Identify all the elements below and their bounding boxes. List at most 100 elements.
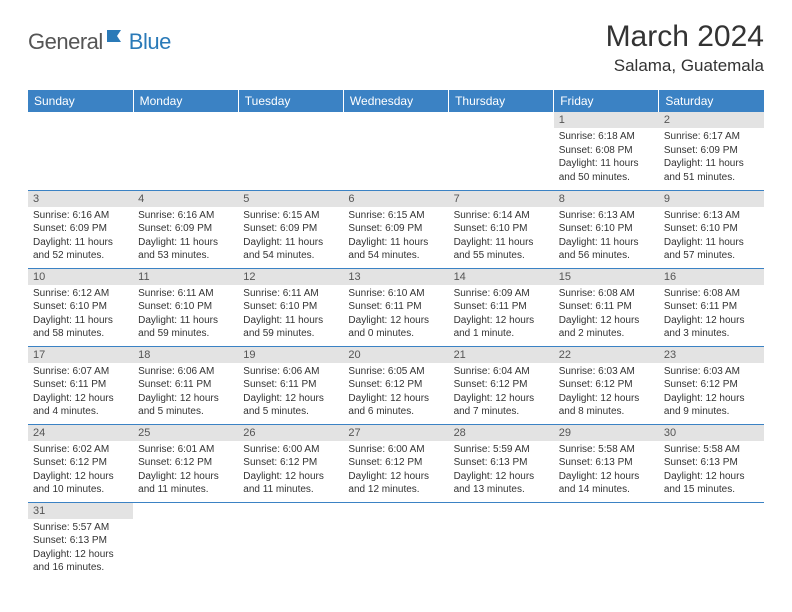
- calendar-cell: 22Sunrise: 6:03 AMSunset: 6:12 PMDayligh…: [554, 346, 659, 424]
- location: Salama, Guatemala: [606, 56, 764, 76]
- calendar-cell: 11Sunrise: 6:11 AMSunset: 6:10 PMDayligh…: [133, 268, 238, 346]
- day-number: 20: [343, 347, 448, 363]
- day-number: 31: [28, 503, 133, 519]
- calendar-cell: 10Sunrise: 6:12 AMSunset: 6:10 PMDayligh…: [28, 268, 133, 346]
- day-number: 24: [28, 425, 133, 441]
- day-details: Sunrise: 6:03 AMSunset: 6:12 PMDaylight:…: [659, 363, 764, 423]
- day-number: 11: [133, 269, 238, 285]
- calendar-cell: [133, 502, 238, 580]
- day-details: Sunrise: 5:58 AMSunset: 6:13 PMDaylight:…: [659, 441, 764, 501]
- day-details: Sunrise: 6:06 AMSunset: 6:11 PMDaylight:…: [133, 363, 238, 423]
- day-number: 18: [133, 347, 238, 363]
- calendar-cell: 7Sunrise: 6:14 AMSunset: 6:10 PMDaylight…: [449, 190, 554, 268]
- day-number: 19: [238, 347, 343, 363]
- day-details: Sunrise: 5:57 AMSunset: 6:13 PMDaylight:…: [28, 519, 133, 579]
- day-details: Sunrise: 6:04 AMSunset: 6:12 PMDaylight:…: [449, 363, 554, 423]
- day-number: 9: [659, 191, 764, 207]
- day-details: Sunrise: 6:05 AMSunset: 6:12 PMDaylight:…: [343, 363, 448, 423]
- day-header: Sunday: [28, 90, 133, 112]
- day-number: 5: [238, 191, 343, 207]
- calendar-cell: 17Sunrise: 6:07 AMSunset: 6:11 PMDayligh…: [28, 346, 133, 424]
- calendar-cell: 4Sunrise: 6:16 AMSunset: 6:09 PMDaylight…: [133, 190, 238, 268]
- day-details: Sunrise: 6:12 AMSunset: 6:10 PMDaylight:…: [28, 285, 133, 345]
- day-details: Sunrise: 5:58 AMSunset: 6:13 PMDaylight:…: [554, 441, 659, 501]
- calendar-cell: 24Sunrise: 6:02 AMSunset: 6:12 PMDayligh…: [28, 424, 133, 502]
- day-details: Sunrise: 6:07 AMSunset: 6:11 PMDaylight:…: [28, 363, 133, 423]
- day-number: 10: [28, 269, 133, 285]
- day-details: Sunrise: 6:13 AMSunset: 6:10 PMDaylight:…: [659, 207, 764, 267]
- day-details: Sunrise: 6:01 AMSunset: 6:12 PMDaylight:…: [133, 441, 238, 501]
- flag-icon: [107, 28, 127, 47]
- day-details: Sunrise: 6:09 AMSunset: 6:11 PMDaylight:…: [449, 285, 554, 345]
- day-details: Sunrise: 6:15 AMSunset: 6:09 PMDaylight:…: [343, 207, 448, 267]
- day-details: Sunrise: 6:00 AMSunset: 6:12 PMDaylight:…: [343, 441, 448, 501]
- day-number: 12: [238, 269, 343, 285]
- calendar-cell: 28Sunrise: 5:59 AMSunset: 6:13 PMDayligh…: [449, 424, 554, 502]
- calendar-row: 1Sunrise: 6:18 AMSunset: 6:08 PMDaylight…: [28, 112, 764, 190]
- calendar-cell: 15Sunrise: 6:08 AMSunset: 6:11 PMDayligh…: [554, 268, 659, 346]
- calendar-cell: 31Sunrise: 5:57 AMSunset: 6:13 PMDayligh…: [28, 502, 133, 580]
- day-number: 16: [659, 269, 764, 285]
- calendar-row: 3Sunrise: 6:16 AMSunset: 6:09 PMDaylight…: [28, 190, 764, 268]
- calendar-cell: 14Sunrise: 6:09 AMSunset: 6:11 PMDayligh…: [449, 268, 554, 346]
- day-details: Sunrise: 6:08 AMSunset: 6:11 PMDaylight:…: [659, 285, 764, 345]
- calendar-cell: [343, 502, 448, 580]
- calendar-cell: 6Sunrise: 6:15 AMSunset: 6:09 PMDaylight…: [343, 190, 448, 268]
- calendar-cell: [554, 502, 659, 580]
- day-number: 23: [659, 347, 764, 363]
- calendar-cell: 29Sunrise: 5:58 AMSunset: 6:13 PMDayligh…: [554, 424, 659, 502]
- day-header-row: SundayMondayTuesdayWednesdayThursdayFrid…: [28, 90, 764, 112]
- day-number: 15: [554, 269, 659, 285]
- calendar-row: 17Sunrise: 6:07 AMSunset: 6:11 PMDayligh…: [28, 346, 764, 424]
- day-details: Sunrise: 6:08 AMSunset: 6:11 PMDaylight:…: [554, 285, 659, 345]
- calendar-table: SundayMondayTuesdayWednesdayThursdayFrid…: [28, 90, 764, 580]
- day-details: Sunrise: 6:11 AMSunset: 6:10 PMDaylight:…: [238, 285, 343, 345]
- calendar-cell: [238, 502, 343, 580]
- calendar-cell: 20Sunrise: 6:05 AMSunset: 6:12 PMDayligh…: [343, 346, 448, 424]
- day-details: Sunrise: 6:06 AMSunset: 6:11 PMDaylight:…: [238, 363, 343, 423]
- day-number: 6: [343, 191, 448, 207]
- calendar-cell: 21Sunrise: 6:04 AMSunset: 6:12 PMDayligh…: [449, 346, 554, 424]
- day-number: 28: [449, 425, 554, 441]
- calendar-cell: [238, 112, 343, 190]
- day-number: 1: [554, 112, 659, 128]
- day-number: 13: [343, 269, 448, 285]
- day-header: Thursday: [449, 90, 554, 112]
- calendar-cell: 18Sunrise: 6:06 AMSunset: 6:11 PMDayligh…: [133, 346, 238, 424]
- day-number: 27: [343, 425, 448, 441]
- day-details: Sunrise: 6:16 AMSunset: 6:09 PMDaylight:…: [28, 207, 133, 267]
- day-details: Sunrise: 6:00 AMSunset: 6:12 PMDaylight:…: [238, 441, 343, 501]
- header: General Blue March 2024 Salama, Guatemal…: [28, 20, 764, 76]
- day-number: 8: [554, 191, 659, 207]
- logo-text-blue: Blue: [129, 29, 171, 55]
- calendar-cell: [449, 502, 554, 580]
- calendar-row: 10Sunrise: 6:12 AMSunset: 6:10 PMDayligh…: [28, 268, 764, 346]
- day-number: 30: [659, 425, 764, 441]
- day-number: 26: [238, 425, 343, 441]
- calendar-cell: 8Sunrise: 6:13 AMSunset: 6:10 PMDaylight…: [554, 190, 659, 268]
- calendar-cell: 23Sunrise: 6:03 AMSunset: 6:12 PMDayligh…: [659, 346, 764, 424]
- day-number: 29: [554, 425, 659, 441]
- day-details: Sunrise: 6:16 AMSunset: 6:09 PMDaylight:…: [133, 207, 238, 267]
- day-header: Tuesday: [238, 90, 343, 112]
- day-number: 14: [449, 269, 554, 285]
- day-details: Sunrise: 6:17 AMSunset: 6:09 PMDaylight:…: [659, 128, 764, 188]
- day-details: Sunrise: 6:13 AMSunset: 6:10 PMDaylight:…: [554, 207, 659, 267]
- calendar-cell: 3Sunrise: 6:16 AMSunset: 6:09 PMDaylight…: [28, 190, 133, 268]
- day-header: Monday: [133, 90, 238, 112]
- day-header: Saturday: [659, 90, 764, 112]
- day-details: Sunrise: 6:15 AMSunset: 6:09 PMDaylight:…: [238, 207, 343, 267]
- day-number: 3: [28, 191, 133, 207]
- day-details: Sunrise: 6:03 AMSunset: 6:12 PMDaylight:…: [554, 363, 659, 423]
- day-details: Sunrise: 6:02 AMSunset: 6:12 PMDaylight:…: [28, 441, 133, 501]
- calendar-cell: 19Sunrise: 6:06 AMSunset: 6:11 PMDayligh…: [238, 346, 343, 424]
- calendar-cell: 12Sunrise: 6:11 AMSunset: 6:10 PMDayligh…: [238, 268, 343, 346]
- calendar-cell: 30Sunrise: 5:58 AMSunset: 6:13 PMDayligh…: [659, 424, 764, 502]
- calendar-cell: 26Sunrise: 6:00 AMSunset: 6:12 PMDayligh…: [238, 424, 343, 502]
- calendar-cell: 2Sunrise: 6:17 AMSunset: 6:09 PMDaylight…: [659, 112, 764, 190]
- day-number: 2: [659, 112, 764, 128]
- day-header: Friday: [554, 90, 659, 112]
- logo-text-general: General: [28, 29, 103, 55]
- calendar-cell: [133, 112, 238, 190]
- logo: General Blue: [28, 20, 171, 55]
